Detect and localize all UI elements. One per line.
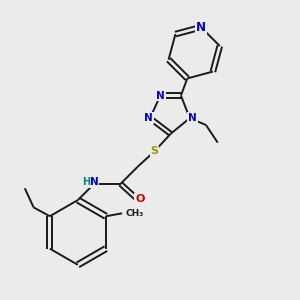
Text: N: N (156, 91, 165, 100)
Text: S: S (150, 146, 158, 157)
Text: N: N (196, 21, 206, 34)
Text: O: O (135, 194, 144, 204)
Text: H: H (82, 177, 90, 188)
Text: CH₃: CH₃ (125, 209, 143, 218)
Text: N: N (144, 113, 153, 123)
Text: N: N (90, 177, 98, 188)
Text: N: N (188, 113, 197, 123)
